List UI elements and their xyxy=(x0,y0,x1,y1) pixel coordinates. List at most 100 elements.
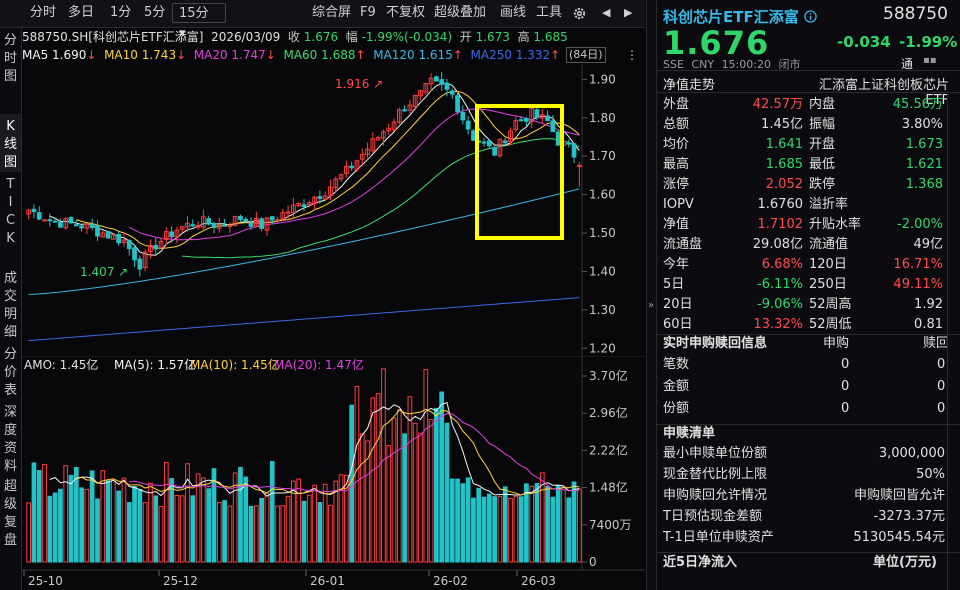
panel-scrollbar[interactable] xyxy=(947,94,960,590)
side-tab-1[interactable]: K 线 图 xyxy=(0,114,21,172)
price-tick-label: 1.70 xyxy=(589,149,616,163)
candle-body xyxy=(243,218,249,222)
range-label: 幅 xyxy=(345,30,358,44)
candle-body xyxy=(275,219,280,222)
ma5-legend: MA5 1.690 xyxy=(22,48,87,62)
menu-overlay[interactable]: 超级叠加 xyxy=(434,5,487,20)
volume-bar xyxy=(216,501,222,563)
tab-15min[interactable]: 15分 ▾ xyxy=(172,3,226,41)
volume-bar xyxy=(571,481,577,563)
volume-bar xyxy=(211,468,217,563)
volume-legend: MA(5): 1.57亿 xyxy=(114,357,196,372)
prev-arrow-icon[interactable]: ◀ xyxy=(602,6,611,19)
volume-bar xyxy=(412,422,418,563)
volume-bar xyxy=(163,461,169,563)
volume-bar xyxy=(444,422,450,563)
stat-label: 250日 xyxy=(809,277,847,292)
list-row: T-1日单位申赎资产 5130545.54元 xyxy=(647,527,947,549)
candle-body xyxy=(386,127,392,132)
panel-sub: SSE CNY 15:00:20 闭市 xyxy=(663,56,800,72)
nav-trend-link[interactable]: 净值走势 xyxy=(663,78,716,93)
stat-value: -6.11% xyxy=(757,277,803,292)
candle-body xyxy=(534,109,540,118)
volume-bar xyxy=(555,485,561,563)
side-tab-3[interactable]: 成 交 明 细 xyxy=(3,271,17,340)
volume-bar xyxy=(269,461,275,563)
volume-bar xyxy=(301,500,307,563)
stat-value: 1.368 xyxy=(905,177,943,192)
ma250-legend: MA250 1.332 xyxy=(470,48,551,62)
menu-no-adjust[interactable]: 不复权 xyxy=(386,5,426,20)
candle-body xyxy=(190,224,196,227)
ma60-line xyxy=(182,138,580,259)
volume-bar xyxy=(95,498,100,563)
stat-label: 120日 xyxy=(809,257,847,272)
volume-bar xyxy=(47,495,53,563)
volume-bar xyxy=(529,485,535,563)
close-label: 收 xyxy=(287,30,300,44)
candle-body xyxy=(36,212,42,220)
stat-label: 振幅 xyxy=(809,117,836,132)
stat-row: 流通盘 29.08亿 流通值 49亿 xyxy=(647,234,947,256)
volume-bar xyxy=(386,445,392,563)
collapse-arrow-icon[interactable]: » xyxy=(648,300,655,311)
volume-bar xyxy=(158,506,164,563)
stat-label: 今年 xyxy=(663,257,690,272)
side-tab-0[interactable]: 分 时 图 xyxy=(3,33,17,84)
volume-bar xyxy=(518,496,524,563)
price-chart[interactable]: 1.90 1.80 1.70 1.60 1.50 1.40 1.30 1.20 1.916 ↗ 1… xyxy=(22,64,645,356)
unit-label: 单位(万元) xyxy=(873,555,937,570)
collapse-bar[interactable]: » xyxy=(647,0,657,590)
realtime-value: 0 xyxy=(841,357,850,372)
volume-bar xyxy=(52,492,58,563)
side-tab-6[interactable]: 超 级 复 盘 xyxy=(3,479,17,548)
tab-intraday[interactable]: 分时 xyxy=(30,5,57,20)
x-tick-label: 26-03 xyxy=(521,574,556,588)
volume-bar xyxy=(576,488,582,563)
candle-body xyxy=(121,239,127,244)
stat-label: 外盘 xyxy=(663,97,690,112)
side-tab-2[interactable]: T I C K xyxy=(5,177,16,246)
tab-multi-day[interactable]: 多日 xyxy=(68,5,95,20)
exchange: SSE xyxy=(663,58,684,71)
side-tab-bar: 分 时 图 K 线 图 T I C K 成 交 明 细分 价 表深 度 资 料超 级 … xyxy=(0,28,22,590)
tab-1min[interactable]: 1分 xyxy=(110,5,132,20)
tab-15min-label: 15分 xyxy=(179,6,209,21)
candle-body xyxy=(84,223,90,229)
menu-tools[interactable]: 工具 xyxy=(536,5,563,20)
gear-icon[interactable] xyxy=(572,6,587,21)
more-icon[interactable]: ⋮ xyxy=(626,48,638,62)
next-arrow-icon[interactable]: ▶ xyxy=(624,6,633,19)
list-label: T-1日单位申赎资产 xyxy=(663,530,774,545)
menu-draw-line[interactable]: 画线 xyxy=(500,5,527,20)
side-tab-4[interactable]: 分 价 表 xyxy=(3,347,17,398)
volume-bar xyxy=(402,433,407,563)
candle-body xyxy=(455,95,460,113)
menu-composite-screen[interactable]: 综合屏 xyxy=(312,5,352,20)
info-circle-icon[interactable] xyxy=(804,10,817,23)
candle-body xyxy=(513,120,519,130)
stat-value: 1.673 xyxy=(905,137,943,152)
volume-bar xyxy=(36,470,42,563)
list-label: 现金替代比例上限 xyxy=(663,467,768,482)
day-count-badge[interactable]: (84日) xyxy=(566,47,606,63)
volume-legend: MA(10): 1.45亿 xyxy=(190,357,280,372)
stat-label: 溢折率 xyxy=(809,197,849,212)
candle-body xyxy=(79,225,84,229)
menu-f9[interactable]: F9 xyxy=(360,5,376,20)
stats-table: 外盘 42.57万 内盘 45.56万 总额 1.45亿 振幅 3.80% 均价 1.641 开盘 1… xyxy=(647,92,960,334)
list-value: 3,000,000 xyxy=(878,446,945,461)
tab-5min[interactable]: 5分 xyxy=(144,5,166,20)
candle-body xyxy=(492,146,497,156)
side-tab-5[interactable]: 深 度 资 料 xyxy=(3,405,17,474)
candle-body xyxy=(253,218,259,227)
stat-label: 流通盘 xyxy=(663,237,703,252)
candle-body xyxy=(291,204,296,214)
realtime-value: 0 xyxy=(937,379,946,394)
stat-label: 最低 xyxy=(809,157,836,172)
realtime-label: 金额 xyxy=(663,379,690,394)
divider xyxy=(647,92,960,93)
panel-price: 1.676 xyxy=(663,24,770,62)
price-tick-label: 1.40 xyxy=(589,264,616,278)
